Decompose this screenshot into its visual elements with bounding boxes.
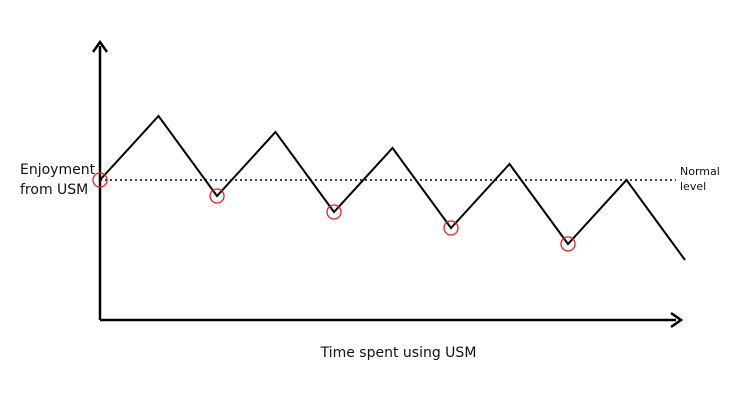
y-axis-label-line-1: Enjoyment [20,162,96,178]
normal-level-label: Normal level [680,164,720,194]
x-axis-label: Time spent using USM [320,345,477,361]
low-point-marker-2 [209,188,225,204]
low-point-marker-3 [326,204,342,220]
y-axis-label-line-2: from USM [20,182,89,198]
low-point-marker-5 [560,236,576,252]
y-axis-arrowhead [91,39,109,53]
x-axis-arrowhead [670,311,684,329]
low-point-marker-1 [92,172,108,188]
normal-level-label-line-2: level [680,180,707,193]
y-axis-label: Enjoyment from USM [20,160,95,200]
low-point-markers [92,172,576,252]
normal-level-label-line-1: Normal [680,165,720,178]
enjoyment-line [99,114,686,261]
low-point-marker-4 [443,220,459,236]
